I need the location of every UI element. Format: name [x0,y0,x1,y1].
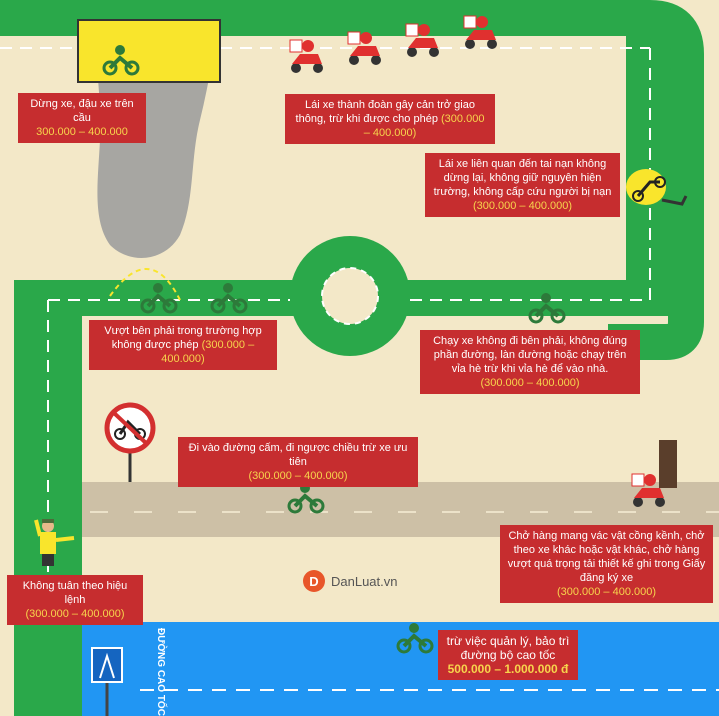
roundabout-island [321,267,379,325]
top-road [0,0,704,360]
info-box-forbidden: Đi vào đường cấm, đi ngược chiều trừ xe … [178,437,418,487]
box-text: trừ việc quản lý, bảo trì đường bộ cao t… [446,634,570,662]
scooter-delivery-icon [289,39,323,73]
motorbike-icon [140,283,178,314]
box-text: Dừng xe, đậu xe trên cầu [30,98,134,124]
box-text: Chạy xe không đi bên phải, không đúng ph… [433,335,627,375]
info-box-lane: Chạy xe không đi bên phải, không đúng ph… [420,330,640,394]
house-door [659,440,677,488]
box-text: Lái xe liên quan đến tai nạn không dừng … [433,158,612,198]
scooter-delivery-icon [463,15,497,49]
motorbike-icon [210,283,248,314]
motorbike-icon [102,45,140,76]
info-box-accident: Lái xe liên quan đến tai nạn không dừng … [425,153,620,217]
box-fine: (300.000 – 400.000) [161,339,255,365]
no-motorbike-sign-icon [104,402,156,482]
highway [82,622,719,716]
box-text: Đi vào đường cấm, đi ngược chiều trừ xe … [188,442,408,468]
scooter-delivery-icon [405,23,439,57]
scooter-delivery-icon [631,473,665,507]
traffic-police-icon [34,519,75,566]
box-fine: (300.000 – 400.000) [248,470,348,482]
box-text: Chở hàng mang vác vật cồng kềnh, chở the… [507,530,706,584]
box-text: Vượt bên phải trong trường hợp không đượ… [104,325,262,351]
box-fine: 300.000 – 400.000 [36,126,128,138]
box-text: Lái xe thành đoàn gây cản trở giao thông… [295,99,475,125]
info-box-police: Không tuân theo hiệu lệnh (300.000 – 400… [7,575,143,625]
crash-icon [626,169,688,206]
bridge [77,19,221,83]
brand-logo: D DanLuat.vn [303,570,398,592]
highway-label: ĐƯỜNG CAO TỐC [155,628,166,716]
box-fine: 500.000 – 1.000.000 đ [447,662,569,676]
brand-mark: D [303,570,325,592]
info-box-cargo: Chở hàng mang vác vật cồng kềnh, chở the… [500,525,713,603]
box-fine: (300.000 – 400.000) [556,586,657,598]
highway-sign-icon [91,647,123,716]
box-fine: (300.000 – 400.000) [363,113,485,139]
info-box-highway: trừ việc quản lý, bảo trì đường bộ cao t… [438,630,578,680]
scooter-delivery-icon [347,31,381,65]
brand-name: DanLuat.vn [331,573,398,589]
box-fine: (300.000 – 400.000) [480,377,580,389]
overtake-path [109,268,181,301]
box-text: Không tuân theo hiệu lệnh [22,580,128,606]
info-box-convoy: Lái xe thành đoàn gây cản trở giao thông… [285,94,495,144]
info-box-bridge: Dừng xe, đậu xe trên cầu 300.000 – 400.0… [18,93,146,143]
box-fine: (300.000 – 400.000) [25,608,125,620]
motorbike-icon [396,623,434,654]
box-fine: (300.000 – 400.000) [472,200,573,212]
info-box-overtake: Vượt bên phải trong trường hợp không đượ… [89,320,277,370]
motorbike-icon [528,293,566,324]
